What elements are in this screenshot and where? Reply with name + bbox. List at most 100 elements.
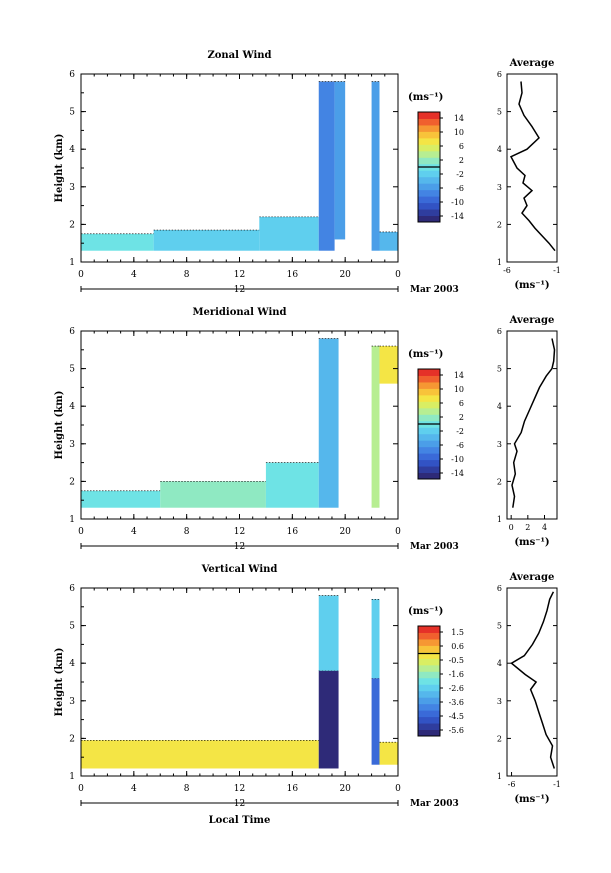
average-y-tick-label: 4 (497, 402, 502, 411)
colorbar-label: 2 (459, 413, 464, 422)
x-tick-label: 0 (78, 784, 84, 794)
heatmap-cell (318, 595, 339, 671)
colorbar-label: -10 (451, 198, 464, 207)
colorbar-segment (418, 189, 440, 197)
colorbar-label: 0.6 (451, 642, 464, 651)
average-x-tick-label: -6 (508, 780, 516, 789)
heatmap-cell (153, 230, 260, 251)
colorbar-segment (418, 440, 440, 448)
colorbar-segment (418, 381, 440, 389)
colorbar-segment (418, 118, 440, 126)
x-tick-label: 4 (131, 784, 137, 794)
colorbar-segment (418, 632, 440, 640)
average-y-tick-label: 6 (497, 327, 502, 336)
colorbar-segment (418, 433, 440, 441)
colorbar-segment (418, 157, 440, 165)
average-profile-line (509, 81, 556, 252)
day-label: 12 (234, 285, 245, 295)
average-x-label: (ms⁻¹) (514, 280, 549, 291)
colorbar-segment (418, 703, 440, 711)
average-y-tick-label: 5 (497, 365, 502, 374)
heatmap-cell (81, 740, 319, 769)
heatmap-cell (371, 599, 380, 679)
colorbar-segment (418, 144, 440, 152)
y-tick-label: 4 (69, 402, 75, 412)
day-label: 12 (234, 799, 245, 809)
y-tick-label: 2 (69, 220, 75, 230)
colorbar-segment (418, 202, 440, 210)
colorbar-unit: (ms⁻¹) (408, 349, 443, 360)
average-y-tick-label: 2 (497, 477, 502, 486)
heatmap-cell (160, 481, 266, 508)
average-y-tick-label: 1 (497, 258, 502, 267)
y-axis-label: Height (km) (54, 648, 65, 717)
colorbar-segment (418, 453, 440, 461)
average-x-tick-label: 0 (509, 523, 514, 532)
heatmap-cell (318, 81, 335, 251)
x-tick-label: 12 (234, 784, 245, 794)
average-x-label: (ms⁻¹) (514, 537, 549, 548)
colorbar-label: 6 (459, 399, 464, 408)
x-tick-label: 0 (395, 784, 401, 794)
x-tick-label: 8 (184, 270, 190, 280)
x-tick-label: 4 (131, 527, 137, 537)
colorbar-label: -2.6 (449, 684, 464, 693)
average-y-tick-label: 4 (497, 145, 502, 154)
colorbar-unit: (ms⁻¹) (408, 606, 443, 617)
x-tick-label: 12 (234, 270, 245, 280)
colorbar-segment (418, 684, 440, 692)
heatmap-cell (379, 742, 398, 765)
panel-title: Zonal Wind (207, 50, 271, 61)
x-tick-label: 20 (339, 270, 351, 280)
colorbar-segment (418, 710, 440, 718)
y-tick-label: 3 (69, 183, 75, 193)
colorbar-segment (418, 124, 440, 132)
colorbar-segment (418, 466, 440, 474)
heatmap-cell (379, 346, 398, 384)
y-tick-label: 1 (69, 772, 75, 782)
colorbar-label: 14 (454, 371, 464, 380)
colorbar-segment (418, 427, 440, 435)
colorbar-segment (418, 645, 440, 653)
average-x-tick-label: -1 (553, 266, 561, 275)
panel-title: Meridional Wind (192, 307, 286, 318)
heatmap-cell (318, 670, 339, 769)
colorbar-unit: (ms⁻¹) (408, 92, 443, 103)
x-tick-label: 12 (234, 527, 245, 537)
colorbar-segment (418, 196, 440, 204)
colorbar-segment (418, 446, 440, 454)
x-tick-label: 0 (78, 270, 84, 280)
average-profile-line (511, 338, 556, 508)
average-y-tick-label: 3 (497, 440, 502, 449)
x-tick-label: 8 (184, 527, 190, 537)
y-tick-label: 4 (69, 659, 75, 669)
average-y-tick-label: 2 (497, 734, 502, 743)
average-y-tick-label: 3 (497, 183, 502, 192)
colorbar-label: 10 (454, 385, 464, 394)
date-label: Mar 2003 (410, 542, 459, 552)
heatmap-cell (371, 81, 380, 251)
y-tick-label: 2 (69, 477, 75, 487)
colorbar-segment (418, 176, 440, 184)
x-tick-label: 16 (287, 784, 299, 794)
colorbar-segment (418, 729, 440, 737)
x-tick-label: 0 (395, 270, 401, 280)
date-label: Mar 2003 (410, 285, 459, 295)
heatmap-cell (334, 81, 346, 240)
colorbar-label: 10 (454, 128, 464, 137)
x-tick-label: 4 (131, 270, 137, 280)
colorbar-label: -5.6 (449, 726, 464, 735)
colorbar-frame (417, 625, 441, 737)
average-x-tick-label: -1 (553, 780, 561, 789)
colorbar-segment (418, 369, 440, 376)
heatmap-cell (259, 216, 319, 251)
average-x-tick-label: -6 (503, 266, 511, 275)
colorbar-segment (418, 716, 440, 724)
colorbar-label: 14 (454, 114, 464, 123)
average-y-tick-label: 6 (497, 70, 502, 79)
colorbar-segment (418, 112, 440, 119)
